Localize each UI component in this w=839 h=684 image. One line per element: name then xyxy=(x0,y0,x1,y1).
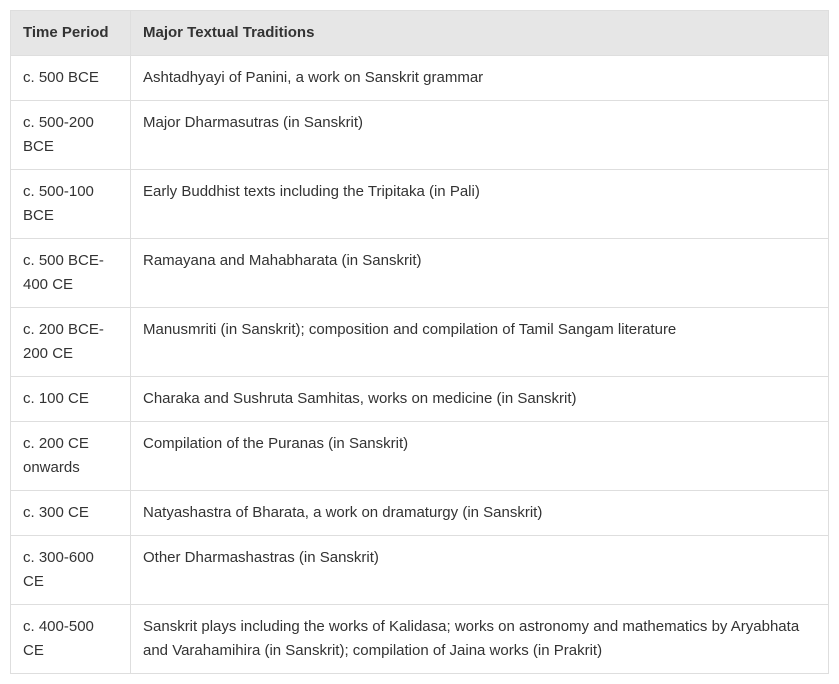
cell-tradition: Charaka and Sushruta Samhitas, works on … xyxy=(131,377,829,422)
table-row: c. 500-100 BCE Early Buddhist texts incl… xyxy=(11,170,829,239)
cell-time-period: c. 200 CE onwards xyxy=(11,422,131,491)
table-row: c. 300 CE Natyashastra of Bharata, a wor… xyxy=(11,491,829,536)
cell-time-period: c. 400-500 CE xyxy=(11,605,131,674)
table-body: c. 500 BCE Ashtadhyayi of Panini, a work… xyxy=(11,56,829,674)
cell-time-period: c. 500 BCE xyxy=(11,56,131,101)
cell-time-period: c. 200 BCE-200 CE xyxy=(11,308,131,377)
cell-tradition: Other Dharmashastras (in Sanskrit) xyxy=(131,536,829,605)
cell-tradition: Compilation of the Puranas (in Sanskrit) xyxy=(131,422,829,491)
col-header-major-traditions: Major Textual Traditions xyxy=(131,11,829,56)
table-row: c. 300-600 CE Other Dharmashastras (in S… xyxy=(11,536,829,605)
cell-tradition: Sanskrit plays including the works of Ka… xyxy=(131,605,829,674)
table-head: Time Period Major Textual Traditions xyxy=(11,11,829,56)
table-row: c. 100 CE Charaka and Sushruta Samhitas,… xyxy=(11,377,829,422)
table-row: c. 500-200 BCE Major Dharmasutras (in Sa… xyxy=(11,101,829,170)
cell-time-period: c. 300 CE xyxy=(11,491,131,536)
textual-traditions-table: Time Period Major Textual Traditions c. … xyxy=(10,10,829,674)
table-row: c. 200 CE onwards Compilation of the Pur… xyxy=(11,422,829,491)
table-row: c. 200 BCE-200 CE Manusmriti (in Sanskri… xyxy=(11,308,829,377)
cell-time-period: c. 500-200 BCE xyxy=(11,101,131,170)
cell-tradition: Major Dharmasutras (in Sanskrit) xyxy=(131,101,829,170)
cell-tradition: Manusmriti (in Sanskrit); composition an… xyxy=(131,308,829,377)
cell-time-period: c. 300-600 CE xyxy=(11,536,131,605)
table-row: c. 400-500 CE Sanskrit plays including t… xyxy=(11,605,829,674)
cell-tradition: Ramayana and Mahabharata (in Sanskrit) xyxy=(131,239,829,308)
table-header-row: Time Period Major Textual Traditions xyxy=(11,11,829,56)
cell-time-period: c. 500 BCE-400 CE xyxy=(11,239,131,308)
cell-time-period: c. 500-100 BCE xyxy=(11,170,131,239)
table-row: c. 500 BCE Ashtadhyayi of Panini, a work… xyxy=(11,56,829,101)
cell-tradition: Natyashastra of Bharata, a work on drama… xyxy=(131,491,829,536)
page-root: Time Period Major Textual Traditions c. … xyxy=(0,0,839,684)
cell-time-period: c. 100 CE xyxy=(11,377,131,422)
table-row: c. 500 BCE-400 CE Ramayana and Mahabhara… xyxy=(11,239,829,308)
cell-tradition: Ashtadhyayi of Panini, a work on Sanskri… xyxy=(131,56,829,101)
cell-tradition: Early Buddhist texts including the Tripi… xyxy=(131,170,829,239)
col-header-time-period: Time Period xyxy=(11,11,131,56)
